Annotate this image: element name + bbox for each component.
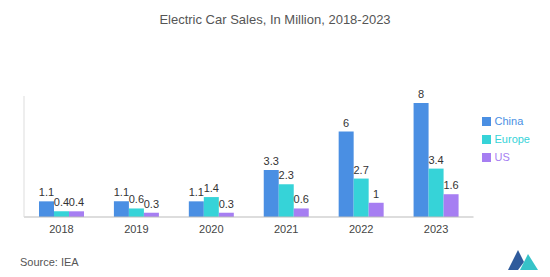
svg-text:3.4: 3.4 (428, 154, 443, 166)
svg-text:2018: 2018 (49, 223, 73, 235)
html-text:Europe: Europe (494, 132, 530, 145)
svg-text:2.3: 2.3 (279, 169, 294, 181)
svg-text:1: 1 (373, 188, 379, 200)
html-text:China: China (494, 114, 524, 127)
svg-text:1.1: 1.1 (39, 186, 54, 198)
svg-text:2021: 2021 (274, 223, 298, 235)
svg-text:0.3: 0.3 (219, 198, 234, 210)
svg-text:8: 8 (418, 88, 424, 100)
svg-text:2.7: 2.7 (354, 164, 369, 176)
html-text:Electric Car Sales, In Million: Electric Car Sales, In Million, 2018-202… (159, 12, 391, 27)
svg-text:1.4: 1.4 (204, 182, 219, 194)
svg-text:2023: 2023 (424, 223, 448, 235)
svg-text:6: 6 (343, 117, 349, 129)
svg-text:0.4: 0.4 (69, 196, 84, 208)
svg-text:0.4: 0.4 (54, 196, 69, 208)
svg-text:2020: 2020 (199, 223, 223, 235)
svg-text:0.3: 0.3 (144, 198, 159, 210)
svg-text:0.6: 0.6 (129, 193, 144, 205)
svg-text:1.6: 1.6 (443, 179, 458, 191)
svg-text:1.1: 1.1 (114, 186, 129, 198)
svg-text:1.1: 1.1 (189, 186, 204, 198)
svg-text:3.3: 3.3 (264, 155, 279, 167)
svg-text:2022: 2022 (349, 223, 373, 235)
svg-text:0.6: 0.6 (294, 193, 309, 205)
html-text:Source: IEA: Source: IEA (20, 256, 79, 268)
svg-text:2019: 2019 (124, 223, 148, 235)
html-text:US: US (494, 150, 510, 163)
